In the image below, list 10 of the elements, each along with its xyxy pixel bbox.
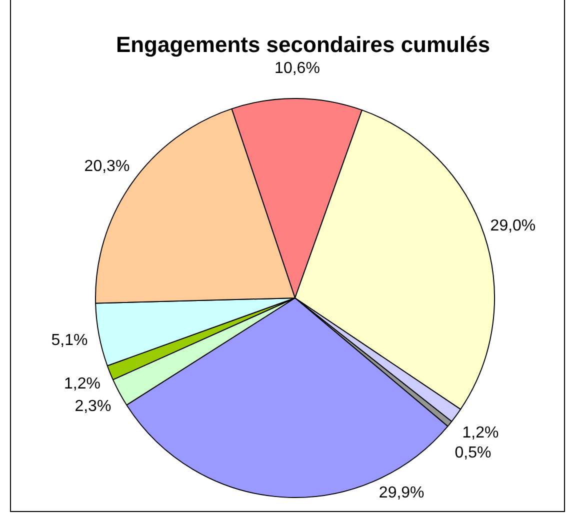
data-label: 29,0%: [490, 218, 536, 235]
data-label: 1,2%: [64, 375, 100, 392]
data-label: 29,9%: [378, 484, 424, 502]
data-label: 5,1%: [51, 332, 88, 349]
data-label: 0,5%: [454, 444, 492, 462]
data-label: 1,2%: [462, 424, 499, 442]
data-label: 20,3%: [84, 158, 130, 175]
data-label: 10,6%: [274, 60, 320, 77]
data-label: 2,3%: [74, 398, 112, 416]
chart-title: Engagements secondaires cumulés: [116, 32, 490, 58]
